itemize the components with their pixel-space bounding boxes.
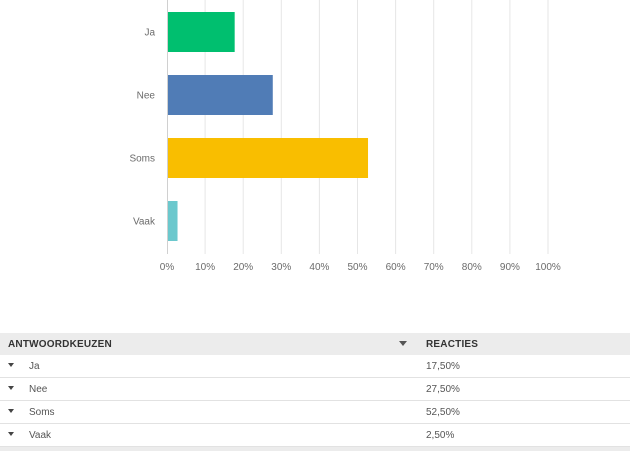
row-label: Vaak bbox=[29, 429, 52, 441]
x-tick-label: 40% bbox=[309, 262, 329, 273]
row-value: 17,50% bbox=[417, 355, 630, 378]
table-header-row: ANTWOORDKEUZEN REACTIES bbox=[0, 333, 630, 355]
category-label: Soms bbox=[129, 154, 155, 165]
table-row: Nee 27,50% bbox=[0, 377, 630, 401]
row-label: Nee bbox=[29, 383, 48, 395]
bar-soms bbox=[168, 138, 369, 178]
responses-column-header[interactable]: REACTIES bbox=[417, 333, 630, 355]
x-tick-label: 60% bbox=[386, 262, 406, 273]
row-label: Ja bbox=[29, 360, 40, 372]
table-row: Ja 17,50% bbox=[0, 355, 630, 378]
expand-row-icon[interactable] bbox=[8, 431, 14, 436]
x-tick-label: 70% bbox=[424, 262, 444, 273]
bar-vaak bbox=[168, 201, 178, 241]
x-tick-label: 0% bbox=[160, 262, 175, 273]
category-label: Ja bbox=[144, 28, 155, 39]
answer-column-label: ANTWOORDKEUZEN bbox=[8, 338, 112, 350]
row-value: 2,50% bbox=[417, 423, 630, 447]
bar-nee bbox=[168, 75, 273, 115]
bar-chart: Ja Nee Soms Vaak 0% 10% 20% 30% 40% 50% 60% 70% 80% 9… bbox=[129, 0, 561, 273]
expand-row-icon[interactable] bbox=[8, 362, 14, 367]
x-tick-label: 100% bbox=[535, 262, 561, 273]
x-tick-label: 30% bbox=[271, 262, 291, 273]
row-label: Soms bbox=[29, 406, 55, 418]
row-value: 52,50% bbox=[417, 400, 630, 424]
row-value: 27,50% bbox=[417, 377, 630, 401]
chart-svg: Ja Nee Soms Vaak 0% 10% 20% 30% 40% 50% 60% 70% 80% 9… bbox=[129, 0, 561, 273]
expand-row-icon[interactable] bbox=[8, 385, 14, 390]
x-tick-label: 90% bbox=[500, 262, 520, 273]
table-row: Soms 52,50% bbox=[0, 400, 630, 424]
expand-row-icon[interactable] bbox=[8, 408, 14, 413]
category-label: Nee bbox=[137, 91, 156, 102]
results-table: ANTWOORDKEUZEN REACTIES Ja 17,50% Nee 27… bbox=[0, 333, 630, 447]
table-row: Vaak 2,50% bbox=[0, 423, 630, 447]
table-footer-bar bbox=[0, 447, 630, 451]
chevron-down-icon[interactable] bbox=[399, 341, 407, 346]
x-tick-label: 50% bbox=[347, 262, 367, 273]
x-tick-label: 80% bbox=[462, 262, 482, 273]
bar-ja bbox=[168, 12, 235, 52]
answer-column-header[interactable]: ANTWOORDKEUZEN bbox=[0, 333, 417, 355]
responses-column-label: REACTIES bbox=[426, 338, 479, 350]
x-tick-label: 20% bbox=[233, 262, 253, 273]
x-tick-label: 10% bbox=[195, 262, 215, 273]
category-label: Vaak bbox=[133, 217, 156, 228]
